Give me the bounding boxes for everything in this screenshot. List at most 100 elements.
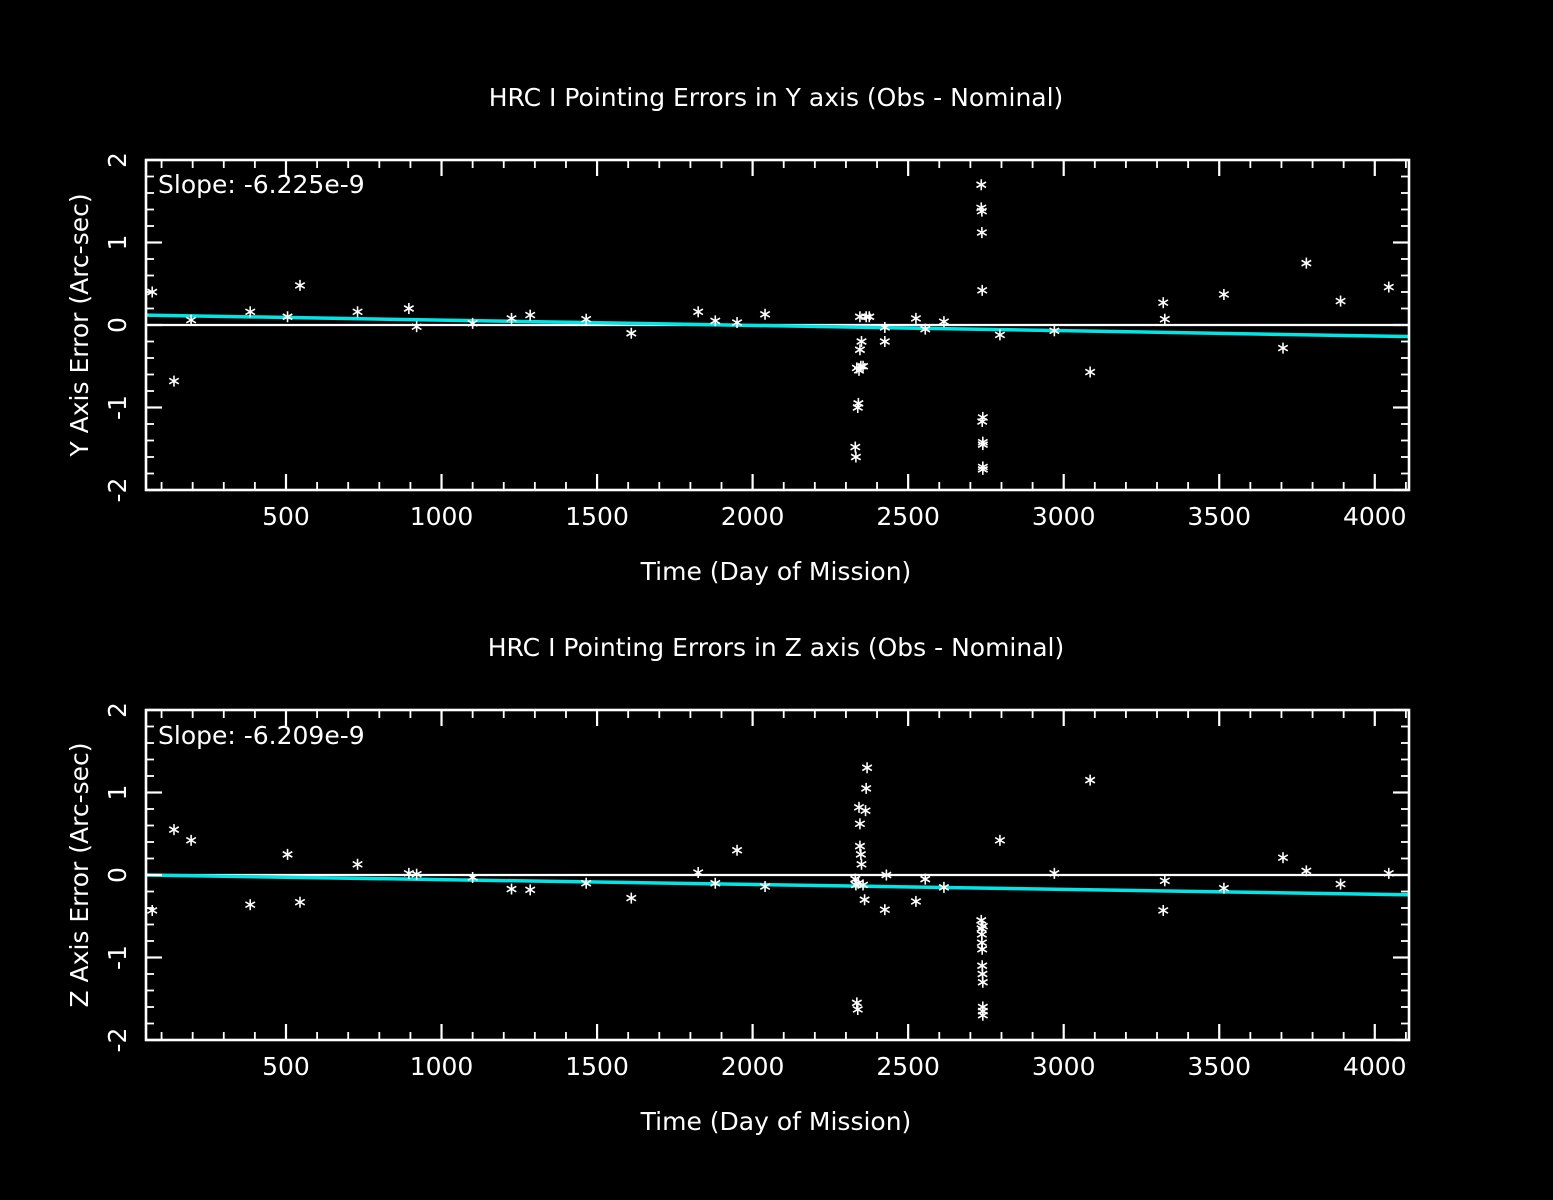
y-chart-data-point [1335,295,1346,307]
z-chart-x-tick-label: 2000 [721,1052,785,1081]
z-chart-data-point [1158,904,1169,916]
z-chart-y-tick-label: -2 [103,1028,132,1053]
z-chart-x-tick-label: 3000 [1032,1052,1096,1081]
y-chart-data-point [1277,342,1289,354]
z-chart-data-point [977,1009,988,1021]
z-chart-x-tick-label: 1000 [410,1052,474,1081]
z-chart-data-point [580,877,592,889]
z-chart-data-point [859,894,870,906]
y-chart-data-point [185,314,197,326]
y-chart-data-point [976,179,987,191]
z-chart-data-point [1277,852,1289,864]
y-chart-data-point [864,311,875,323]
z-chart-data-point [731,844,743,856]
z-chart-data-point [710,877,721,889]
z-chart-fit-line [145,873,1410,897]
z-chart-data-point [506,883,517,895]
y-chart-data-point [977,411,988,423]
y-chart-data-point [731,317,743,329]
y-chart-data-point [506,312,517,324]
z-chart-y-tick-label: -1 [103,945,132,970]
z-chart-y-axis-label: Z Axis Error (Arc-sec) [65,742,94,1007]
y-chart-y-tick-label: -2 [103,478,132,503]
y-chart-data-point [245,306,256,318]
y-chart-data-point [977,284,988,296]
z-chart-data-point [977,943,988,955]
y-chart-data-point [411,321,422,333]
z-chart-data-point [860,782,872,794]
z-chart-data-point [854,840,866,852]
z-chart-data-point [245,899,256,911]
y-chart-x-tick-label: 3000 [1032,502,1096,531]
y-chart-y-tick-label: 0 [103,317,132,333]
y-chart-data-point [692,306,704,318]
z-chart-data-point [352,858,363,870]
y-chart-data-point [910,312,922,324]
y-chart-data-point [759,308,771,320]
z-chart-data-point [977,976,988,988]
z-chart-x-tick-label: 500 [262,1052,310,1081]
y-chart-data-point [850,451,862,463]
y-chart-data-point [854,344,866,356]
z-chart-data-point [881,869,892,881]
z-chart-data-point [1335,878,1346,890]
y-chart-data-point [976,205,988,217]
y-chart-data-point [1159,313,1170,325]
y-chart-x-tick-label: 3500 [1187,502,1251,531]
z-chart-slope-annotation: Slope: -6.209e-9 [158,721,365,750]
z-chart-y-tick-label: 2 [103,702,132,718]
z-chart-data-point [1084,774,1096,786]
z-chart-data-point [852,1003,863,1015]
y-chart-data-point [1049,325,1060,337]
z-chart-data-point [1218,882,1230,894]
z-chart-x-tick-label: 3500 [1187,1052,1251,1081]
y-chart-data-point [850,441,861,453]
y-chart-data-point [938,316,950,328]
z-chart-y-tick-label: 0 [103,867,132,883]
y-axis-error-chart: HRC I Pointing Errors in Y axis (Obs - N… [65,83,1411,586]
y-chart-data-point [1383,281,1394,293]
z-chart-title: HRC I Pointing Errors in Z axis (Obs - N… [488,633,1064,662]
z-chart-data-point [525,884,536,896]
z-chart-data-point [168,824,180,836]
y-chart-x-tick-label: 2000 [721,502,785,531]
z-chart-data-point [856,858,867,870]
z-chart-data-point [857,879,869,891]
z-chart-data-point [1159,875,1170,887]
z-chart-data-point [938,881,950,893]
z-chart-data-point [851,997,863,1009]
y-chart-slope-annotation: Slope: -6.225e-9 [158,170,365,199]
y-chart-data-point [403,303,415,314]
y-chart-data-point [710,315,721,327]
z-chart-data-point [861,762,873,774]
z-chart-data-point [147,904,158,916]
y-chart-data-point [994,329,1006,341]
y-chart-data-point [853,397,864,409]
z-chart-data-point [692,867,704,879]
y-chart-data-point [977,463,988,475]
z-chart-x-axis-label: Time (Day of Mission) [640,1107,912,1136]
z-chart-data-point [879,904,891,916]
z-chart-data-point [1049,867,1060,879]
y-chart-data-point [626,327,637,339]
z-chart-data-point [855,848,867,860]
y-chart-y-tick-label: -1 [103,395,132,420]
y-chart-x-tick-label: 2500 [876,502,940,531]
z-chart-data-point [994,834,1006,846]
z-chart-data-point [282,848,293,860]
y-chart-data-point [857,360,869,372]
z-chart-x-tick-label: 2500 [876,1052,940,1081]
y-chart-x-tick-label: 500 [262,502,310,531]
y-chart-title: HRC I Pointing Errors in Y axis (Obs - N… [489,83,1064,112]
y-chart-data-point [855,360,867,372]
z-chart-data-point [1383,867,1394,879]
z-chart-data-point [467,871,478,883]
y-chart-data-point [580,313,592,325]
y-chart-data-point [1084,366,1096,378]
y-chart-y-tick-label: 2 [103,152,132,168]
y-chart-data-point [879,336,891,347]
y-chart-data-point [1301,257,1312,269]
y-chart-data-point [920,323,931,335]
y-chart-data-point [525,309,536,321]
